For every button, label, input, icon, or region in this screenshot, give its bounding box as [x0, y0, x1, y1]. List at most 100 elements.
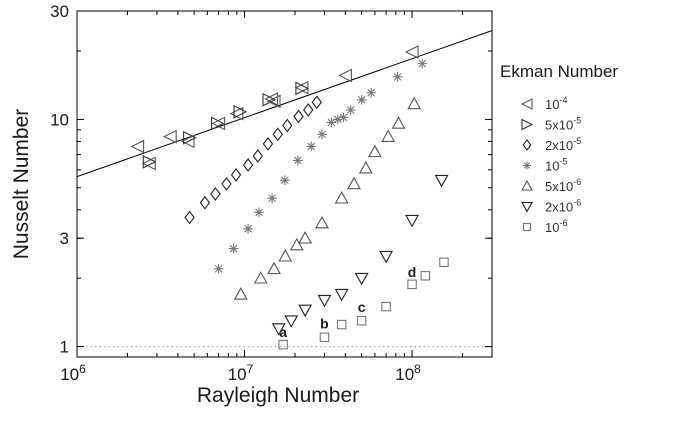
legend-marker [521, 118, 534, 131]
data-point-series-4 [293, 155, 303, 166]
point-annotation: a [279, 324, 287, 340]
data-point-series-3 [199, 195, 211, 210]
data-point-series-3 [293, 109, 304, 124]
legend-label: 10-4 [545, 95, 567, 112]
data-point-series-3 [262, 137, 274, 151]
data-point-series-4 [417, 58, 428, 69]
legend-marker [523, 161, 531, 170]
data-point-series-3 [252, 149, 263, 163]
data-point-series-3 [272, 127, 284, 142]
data-point-series-6 [298, 304, 313, 318]
data-point-series-2 [142, 155, 157, 169]
data-point-series-5 [267, 261, 281, 275]
data-point-series-2 [183, 130, 197, 145]
legend: Ekman Number 10-4 5x10-5 2x10-5 10-5 5x10-6 2… [500, 62, 618, 235]
data-point-series-7 [407, 279, 417, 290]
legend-label: 2x10-5 [545, 136, 581, 153]
point-annotation: c [358, 299, 366, 315]
point-annotation: d [408, 264, 417, 280]
data-point-series-3 [210, 186, 221, 201]
x-tick-label: 106 [60, 362, 86, 384]
data-point-series-4 [392, 71, 403, 82]
data-point-series-1 [162, 129, 177, 144]
y-tick-label: 1 [60, 338, 69, 357]
legend-marker [520, 98, 533, 110]
data-point-series-4 [213, 264, 224, 274]
data-point-series-7 [420, 271, 431, 281]
data-point-series-7 [356, 315, 367, 326]
data-point-series-6 [271, 323, 286, 336]
y-tick-label: 3 [60, 229, 69, 248]
data-point-series-2 [262, 92, 277, 107]
data-point-series-1 [142, 156, 156, 171]
data-point-series-5 [358, 161, 373, 174]
x-tick-label: 108 [395, 362, 421, 384]
data-point-series-6 [334, 288, 349, 302]
data-point-series-4 [243, 223, 253, 234]
data-point-series-6 [405, 214, 420, 228]
data-point-series-4 [306, 141, 317, 152]
data-point-series-7 [336, 319, 347, 330]
data-point-series-5 [278, 249, 293, 262]
x-axis-title: Rayleigh Number [197, 384, 359, 407]
legend-title: Ekman Number [500, 62, 618, 81]
data-point-series-6 [354, 272, 369, 286]
data-point-series-4 [338, 112, 349, 123]
y-tick-label: 30 [50, 2, 69, 21]
legend-marker [521, 201, 533, 213]
legend-marker [521, 179, 533, 191]
data-point-series-6 [284, 315, 299, 328]
data-point-series-4 [332, 114, 343, 125]
legend-label: 2x10-6 [545, 198, 581, 215]
data-point-series-5 [253, 271, 268, 284]
data-point-series-1 [130, 139, 145, 154]
data-point-series-3 [221, 177, 232, 191]
data-point-series-3 [282, 118, 293, 133]
legend-marker [522, 222, 532, 232]
data-point-series-6 [379, 250, 394, 264]
data-point-series-4 [356, 94, 367, 105]
data-point-series-7 [319, 332, 330, 342]
data-point-series-1 [266, 94, 281, 109]
data-point-series-1 [180, 134, 195, 149]
fit-line [77, 30, 492, 178]
y-axis-title: Nusselt Number [10, 109, 33, 260]
data-point-series-7 [381, 301, 391, 312]
data-point-series-3 [242, 158, 254, 172]
data-point-series-5 [391, 116, 406, 129]
data-point-series-6 [434, 174, 449, 188]
data-point-series-5 [347, 176, 361, 190]
data-point-series-4 [345, 105, 356, 115]
data-point-series-3 [303, 103, 314, 117]
data-point-series-1 [338, 68, 352, 83]
data-point-series-5 [407, 96, 422, 110]
data-point-series-4 [280, 175, 290, 186]
data-point-series-6 [317, 294, 332, 308]
data-point-series-5 [298, 231, 313, 244]
data-point-series-2 [210, 116, 225, 131]
point-annotation: b [320, 316, 329, 332]
data-point-series-4 [254, 207, 264, 218]
data-point-series-2 [295, 81, 310, 96]
data-point-series-5 [315, 215, 329, 229]
data-point-series-3 [184, 210, 195, 225]
data-point-series-4 [326, 117, 337, 128]
data-point-series-7 [439, 257, 449, 268]
data-point-series-5 [233, 287, 248, 300]
data-point-series-3 [230, 167, 242, 182]
x-tick-label: 107 [228, 362, 254, 384]
legend-marker [522, 139, 532, 151]
plot-area: a b c d [76, 10, 493, 358]
data-point-series-4 [366, 87, 376, 98]
data-point-series-5 [367, 144, 382, 158]
x-axis-ticks: 106 107 108 [60, 11, 421, 384]
y-tick-label: 10 [50, 110, 69, 129]
data-point-series-5 [289, 237, 304, 251]
legend-label: 10-6 [545, 218, 567, 235]
data-point-series-2 [233, 104, 248, 119]
legend-label: 5x10-6 [545, 177, 581, 194]
axes-frame [76, 10, 493, 358]
data-point-series-1 [294, 80, 309, 95]
data-point-series-1 [404, 45, 419, 59]
